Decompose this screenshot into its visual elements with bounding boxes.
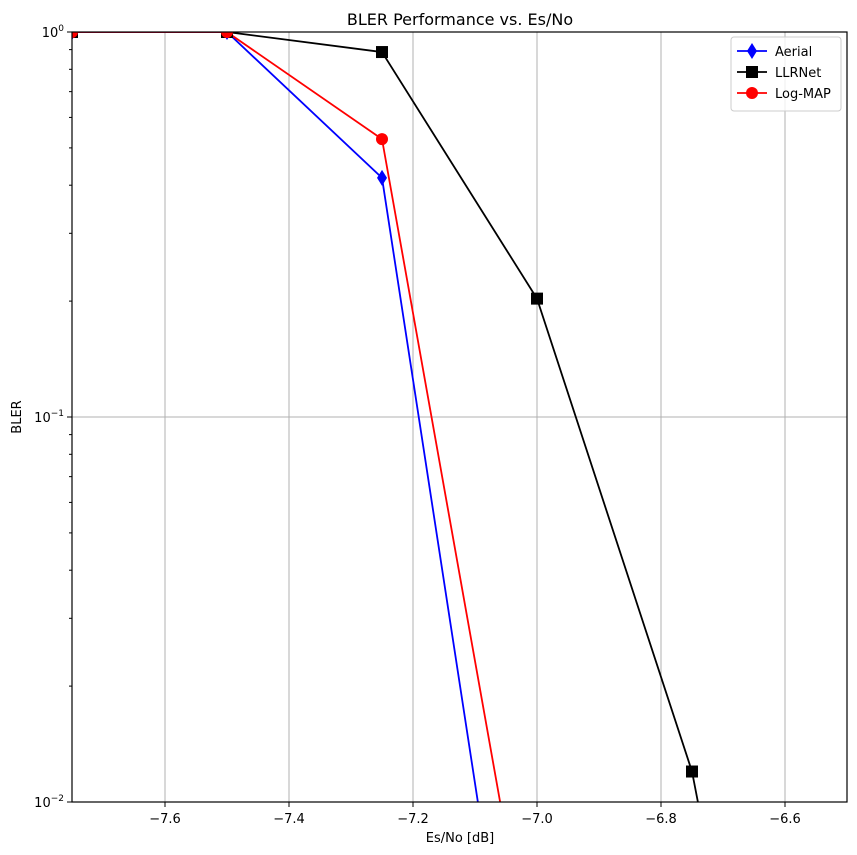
- data-markers: [72, 32, 698, 778]
- legend-label: LLRNet: [775, 66, 821, 81]
- grid-lines: [72, 32, 847, 802]
- x-tick-label: −7.2: [397, 812, 429, 827]
- x-tick-label: −7.6: [149, 812, 181, 827]
- x-tick-label: −6.6: [769, 812, 801, 827]
- legend-label: Log-MAP: [775, 87, 831, 102]
- y-axis-ticks: 100 10−1 10−2: [34, 24, 72, 811]
- x-tick-label: −6.8: [645, 812, 677, 827]
- y-tick-label: 100: [42, 24, 65, 41]
- y-tick-label: 10−1: [34, 409, 64, 426]
- x-tick-label: −7.0: [521, 812, 553, 827]
- data-series: [72, 32, 699, 802]
- x-tick-label: −7.4: [273, 812, 305, 827]
- y-tick-label: 10−2: [34, 794, 64, 811]
- legend-label: Aerial: [775, 45, 812, 60]
- chart-title: BLER Performance vs. Es/No: [347, 10, 573, 29]
- x-axis-ticks: −7.6 −7.4 −7.2 −7.0 −6.8 −6.6: [149, 802, 801, 827]
- x-axis-label: Es/No [dB]: [426, 831, 495, 846]
- legend: Aerial LLRNet Log-MAP: [730, 36, 842, 112]
- y-axis-label: BLER: [10, 400, 25, 433]
